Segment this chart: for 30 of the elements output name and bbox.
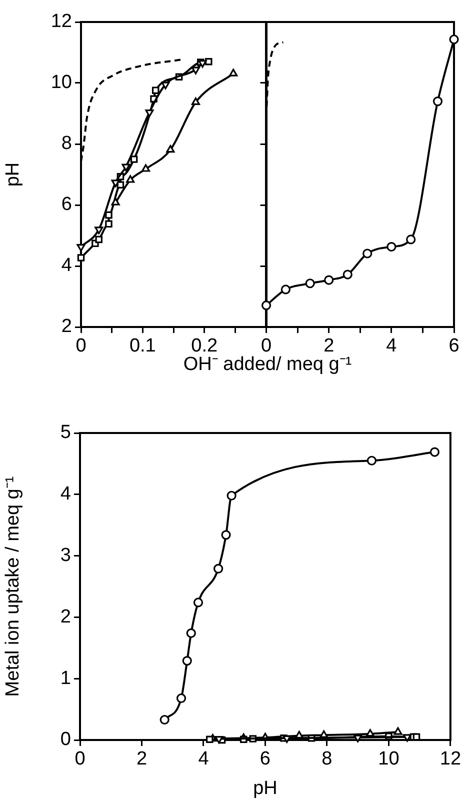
- y-tick-label: 2: [61, 316, 72, 338]
- x-tick-label: 12: [440, 748, 462, 770]
- x-tick-label: 0.1: [129, 336, 156, 357]
- x-tick-label: 0: [260, 336, 272, 357]
- x-tick-label: 4: [198, 748, 210, 770]
- x-tick-label: 0: [76, 336, 86, 357]
- x-tick-label: 4: [386, 336, 398, 357]
- x-tick-label: 2: [136, 748, 148, 770]
- x-tick-label: 0: [74, 748, 86, 770]
- y-tick-label: 6: [61, 194, 72, 216]
- y-tick-label: 1: [60, 668, 71, 689]
- y-tick-label: 12: [50, 11, 72, 32]
- x-tick-label: 6: [448, 336, 460, 357]
- y-tick-label: 0: [60, 729, 71, 750]
- y-tick-label: 10: [50, 72, 72, 94]
- x-tick-label: 8: [322, 748, 332, 770]
- y-axis-title: pH: [2, 162, 24, 187]
- y-tick-label: 2: [60, 606, 71, 628]
- y-tick-label: 5: [60, 422, 71, 444]
- y-axis-title: Metal ion uptake / meq g⁻¹: [2, 476, 24, 697]
- x-tick-label: 10: [378, 748, 400, 770]
- y-tick-label: 3: [60, 545, 71, 566]
- y-tick-label: 8: [61, 133, 72, 154]
- y-tick-label: 4: [60, 484, 72, 505]
- y-tick-label: 4: [61, 255, 72, 276]
- x-tick-label: 2: [324, 336, 334, 357]
- x-tick-label: 6: [260, 748, 271, 770]
- x-axis-title: OH⁻ added/ meq g⁻¹: [183, 354, 352, 375]
- x-axis-title: pH: [253, 778, 278, 799]
- x-tick-label: 0.2: [191, 336, 218, 357]
